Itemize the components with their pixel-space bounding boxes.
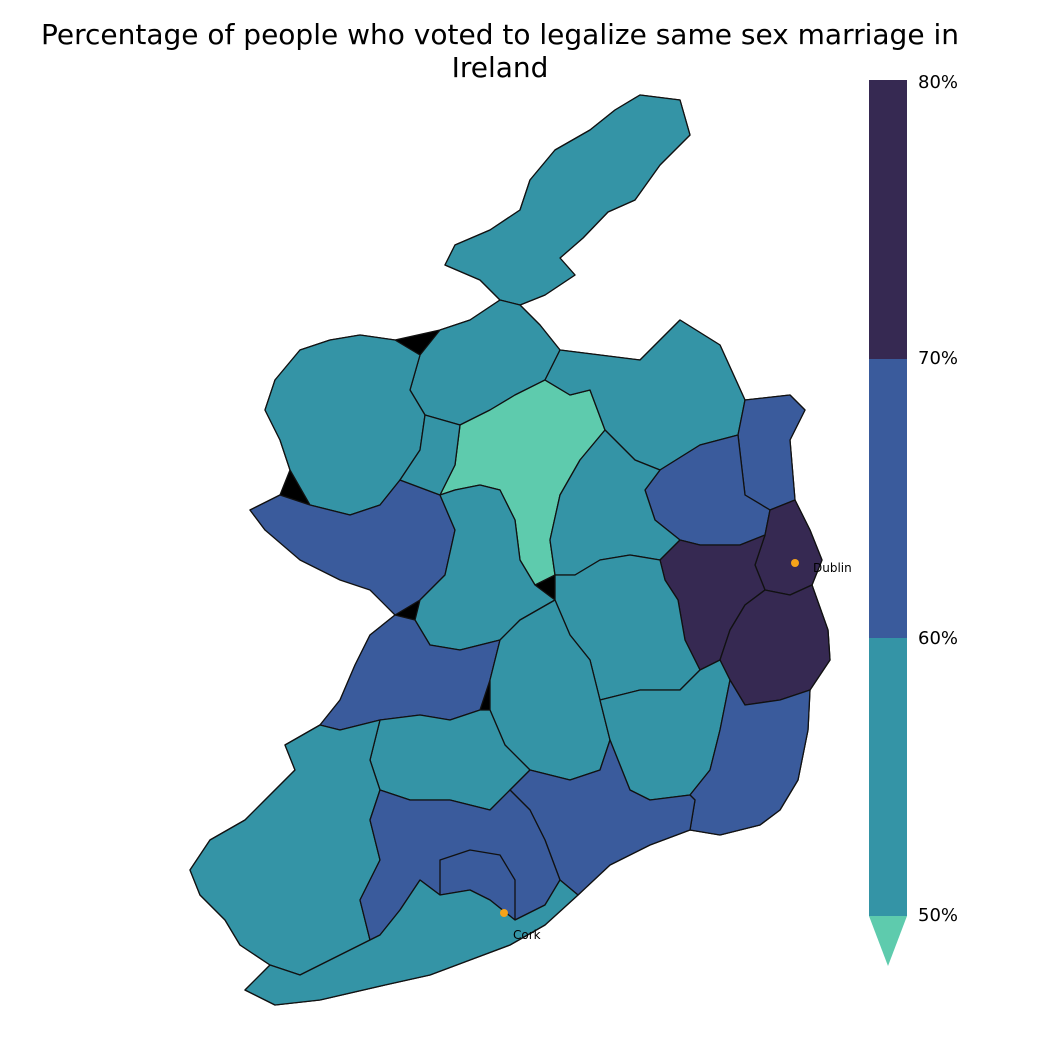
- colorbar-band-70-80: [869, 80, 907, 359]
- colorbar-tick-50: 50%: [918, 905, 959, 926]
- county-louth: [737, 394, 806, 511]
- cork-marker: [500, 909, 508, 917]
- colorbar-band-50-60: [869, 638, 907, 916]
- county-galway-east: [399, 414, 556, 651]
- county-kerry: [189, 719, 381, 976]
- colorbar-below-50-arrow: [869, 916, 907, 966]
- colorbar-tick-70: 70%: [918, 348, 959, 369]
- map-title: Percentage of people who voted to legali…: [41, 18, 959, 84]
- dublin-label: Dublin: [813, 561, 852, 575]
- colorbar-tick-80: 80%: [918, 72, 959, 93]
- county-wexford: [689, 679, 811, 836]
- county-cork-south-west: [244, 879, 579, 1006]
- colorbar-tick-60: 60%: [918, 628, 959, 649]
- cork-label: Cork: [513, 928, 541, 942]
- dublin-marker: [791, 559, 799, 567]
- colorbar-legend: [869, 80, 907, 966]
- colorbar-band-60-70: [869, 359, 907, 638]
- county-donegal: [444, 94, 691, 306]
